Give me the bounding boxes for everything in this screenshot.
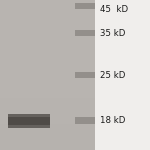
- Bar: [0, 0, 94, 150]
- Bar: [0, 143, 94, 150]
- Bar: [0, 124, 94, 130]
- Bar: [8, 117, 50, 125]
- Bar: [0, 111, 94, 117]
- Bar: [8, 114, 50, 128]
- Bar: [75, 3, 94, 9]
- Text: 45  kD: 45 kD: [100, 4, 129, 14]
- Bar: [0, 98, 94, 104]
- Text: 25 kD: 25 kD: [100, 70, 126, 80]
- Text: 35 kD: 35 kD: [100, 28, 126, 38]
- Bar: [0, 117, 94, 124]
- Bar: [75, 117, 94, 124]
- Bar: [0, 137, 94, 143]
- Text: 18 kD: 18 kD: [100, 116, 126, 125]
- Bar: [75, 30, 94, 36]
- Bar: [75, 72, 94, 78]
- Bar: [0, 130, 94, 137]
- Bar: [0, 104, 94, 111]
